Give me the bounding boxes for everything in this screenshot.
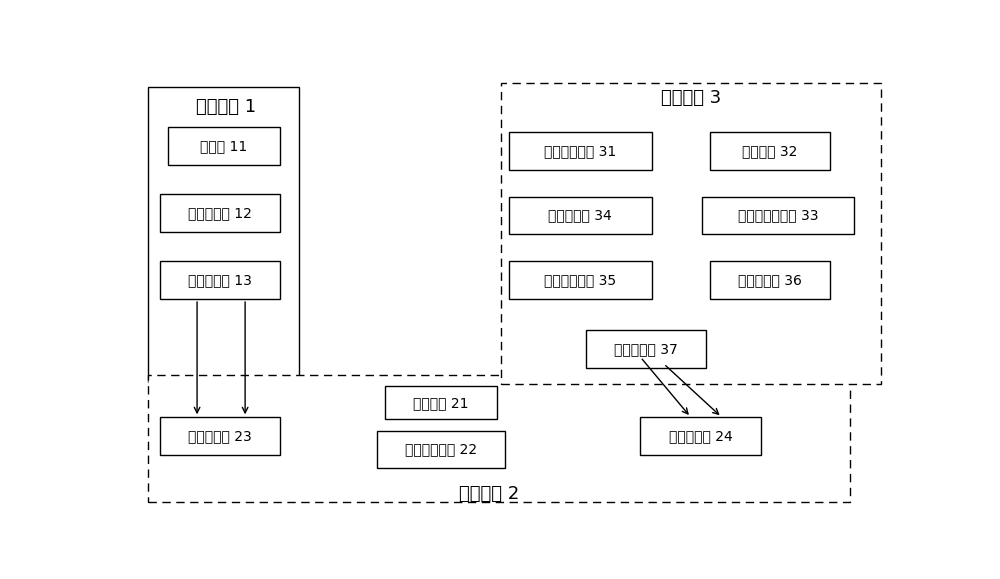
Bar [160,261,280,299]
Text: 通讯电台一 13: 通讯电台一 13 [188,273,252,287]
Bar [148,87,299,382]
Bar [501,83,881,384]
Text: 通讯电台三 24: 通讯电台三 24 [669,429,732,443]
Bar [710,132,830,170]
Text: 通讯电台四 37: 通讯电台四 37 [614,342,678,356]
Text: 通讯控制器一 22: 通讯控制器一 22 [405,442,477,457]
Text: 指挥同步器 12: 指挥同步器 12 [188,206,252,220]
Bar [509,132,652,170]
Bar [160,417,280,455]
Text: 激光频率编码器 33: 激光频率编码器 33 [738,208,818,222]
Text: 通讯控制器二 35: 通讯控制器二 35 [544,273,616,287]
Text: 执行同步器 36: 执行同步器 36 [738,273,802,287]
Bar [710,261,830,299]
Text: 发射单元 1: 发射单元 1 [196,98,256,116]
Bar [160,195,280,232]
Text: 通讯电台二 23: 通讯电台二 23 [188,429,252,443]
Bar [385,386,497,419]
Text: 解算模块 21: 解算模块 21 [413,395,469,410]
Bar [509,196,652,234]
Text: 目标捕捉模块 31: 目标捕捉模块 31 [544,144,616,158]
Text: 激光照射器 34: 激光照射器 34 [548,208,612,222]
Text: 发射车 11: 发射车 11 [200,140,247,153]
Bar [377,431,505,468]
Text: 观测单元 3: 观测单元 3 [661,90,721,108]
Bar [168,127,280,166]
Bar [586,330,706,368]
Text: 指挥单元 2: 指挥单元 2 [459,485,519,503]
Text: 计时模块 32: 计时模块 32 [742,144,798,158]
Bar [509,261,652,299]
Bar [640,417,761,455]
Bar [702,196,854,234]
Bar [148,375,850,502]
